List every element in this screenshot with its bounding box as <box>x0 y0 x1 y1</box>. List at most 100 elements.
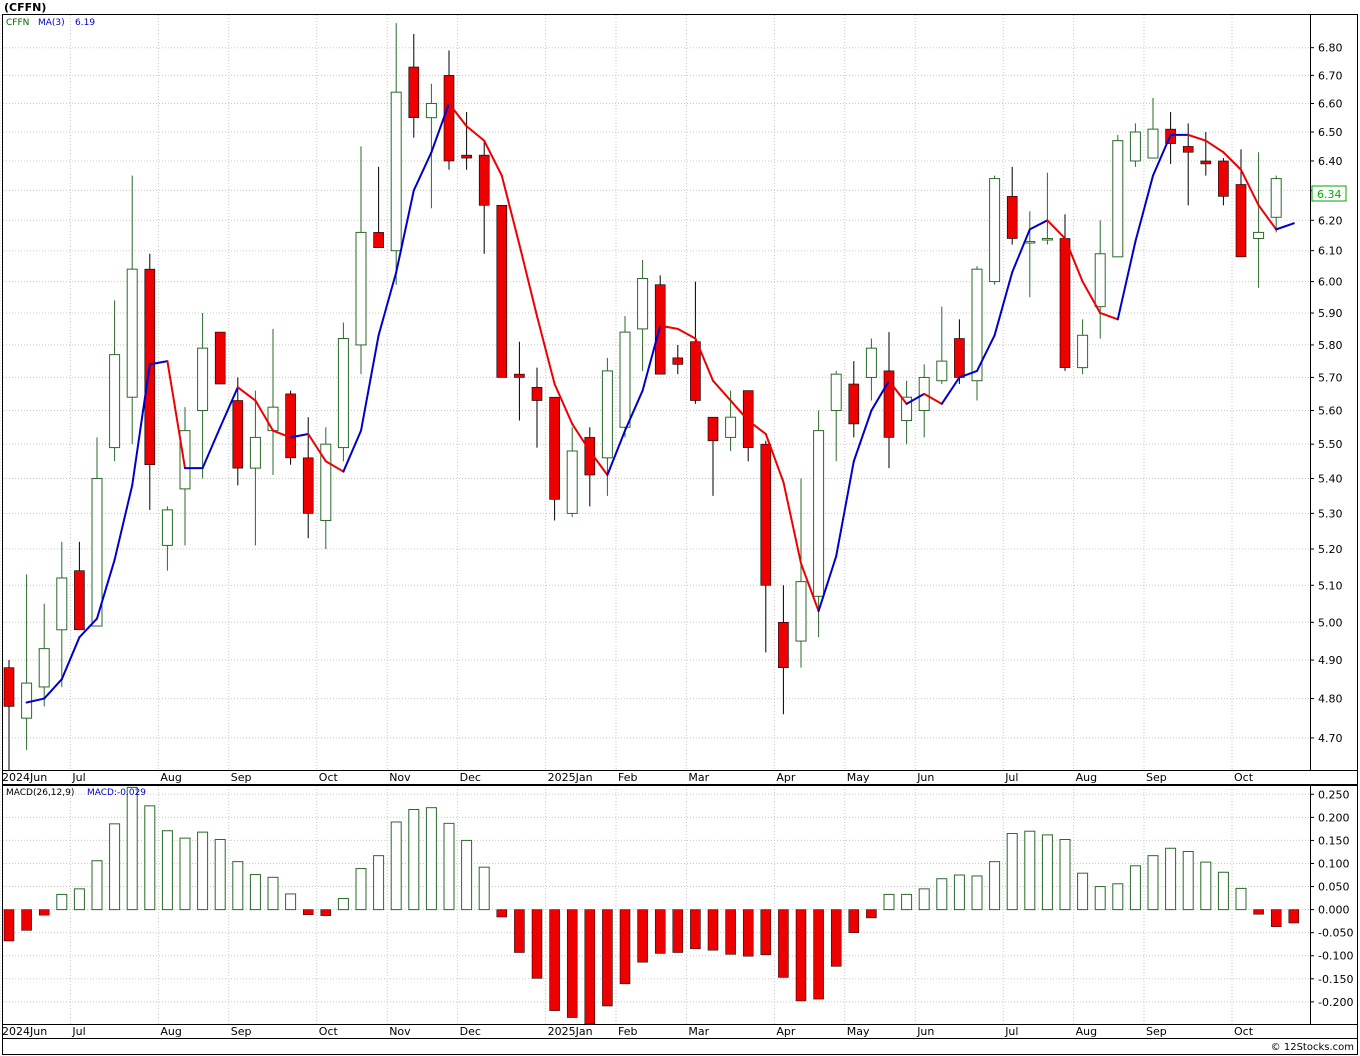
macd-y-tick-label: 0.050 <box>1318 881 1350 894</box>
macd-legend-value: MACD:-0.029 <box>87 788 146 798</box>
macd-bar <box>566 909 578 1018</box>
ma-segment <box>694 337 714 382</box>
macd-bar <box>883 893 895 911</box>
price-y-tick-label: 6.60 <box>1318 97 1343 110</box>
candle <box>249 390 261 546</box>
candle <box>74 541 85 631</box>
ma-segment <box>1028 219 1049 231</box>
ma-segment <box>60 636 81 681</box>
ma-segment <box>289 433 310 439</box>
candle <box>619 316 631 438</box>
candle <box>813 410 825 638</box>
candle-body <box>954 338 965 378</box>
macd-bar <box>91 860 103 911</box>
macd-bar <box>654 909 666 954</box>
price-x-tick-label: 2025Jan <box>548 771 593 784</box>
candle-body <box>126 268 138 398</box>
ma-segment <box>729 399 750 422</box>
ma-segment <box>905 392 926 405</box>
candle <box>38 603 50 707</box>
candle <box>778 585 789 715</box>
candle <box>478 140 490 254</box>
candle <box>760 440 772 653</box>
macd-y-tick-label: -0.150 <box>1318 973 1353 986</box>
price-x-tick-label: Aug <box>160 771 181 784</box>
ma-segment <box>342 429 362 473</box>
ma-segment <box>1222 151 1242 171</box>
macd-bar <box>1024 830 1036 911</box>
ma-segment <box>395 189 415 274</box>
price-y-tick-label: 5.80 <box>1318 339 1343 352</box>
price-legend-ma-value: 6.19 <box>75 18 95 28</box>
candle-body <box>901 396 913 422</box>
candle-body <box>1059 238 1071 368</box>
macd-bar <box>1200 861 1212 911</box>
macd-bar <box>355 868 367 911</box>
macd-y-tick-label: -0.100 <box>1318 950 1353 963</box>
ma-segment <box>958 369 978 379</box>
candle-body <box>1270 178 1282 218</box>
macd-bar <box>549 909 560 1011</box>
macd-bar <box>1235 887 1247 911</box>
price-x-tick-label: Apr <box>776 771 796 784</box>
price-x-tick-label: Sep <box>1146 771 1167 784</box>
candle <box>901 380 913 445</box>
candle-body <box>1182 146 1194 153</box>
candle <box>390 23 402 285</box>
ma-segment <box>201 426 222 470</box>
macd-bar <box>232 861 244 911</box>
candle-body <box>1094 253 1106 308</box>
ma-segment <box>254 399 274 432</box>
price-y-tick-label: 6.70 <box>1318 69 1343 82</box>
candle <box>461 111 472 170</box>
ma-segment <box>307 433 327 463</box>
candle <box>637 259 649 371</box>
macd-bar <box>56 893 68 911</box>
price-x-tick-label: Aug <box>1076 771 1097 784</box>
candle-body <box>1218 160 1229 197</box>
candle <box>883 332 895 469</box>
macd-y-tick-label: 0.100 <box>1318 857 1350 870</box>
candle-body <box>232 400 244 469</box>
macd-bar <box>1288 909 1300 924</box>
candle <box>232 377 244 486</box>
macd-x-tick-label: Aug <box>160 1025 181 1038</box>
candle <box>1006 166 1018 245</box>
ma-segment <box>25 697 46 704</box>
price-x-tick-label: Jul <box>71 771 85 784</box>
candle-body <box>249 436 261 469</box>
macd-x-tick-label: Jul <box>1004 1025 1018 1038</box>
candle <box>795 478 807 668</box>
macd-bar <box>179 837 191 911</box>
candle <box>373 166 384 248</box>
macd-histogram <box>3 786 1300 1025</box>
macd-bar <box>971 875 983 911</box>
macd-bar <box>936 878 948 911</box>
candle-body <box>566 450 578 514</box>
ma-segment <box>1046 219 1066 240</box>
macd-bar <box>337 898 349 911</box>
candle-body <box>443 75 455 162</box>
macd-x-axis: 2024Jun Jul Aug Sep Oct Nov Dec 2025Jan Feb Mar Ap… <box>2 1025 1254 1038</box>
price-y-tick-label: 5.60 <box>1318 405 1343 418</box>
price-x-tick-label: Oct <box>1234 771 1254 784</box>
macd-y-tick-label: 0.200 <box>1318 811 1350 824</box>
candle-body <box>778 621 789 668</box>
ma-segment <box>1204 139 1225 154</box>
candle-body <box>690 341 701 401</box>
candle-body <box>531 386 543 401</box>
candle <box>514 341 525 421</box>
macd-bar <box>1253 909 1264 915</box>
candle <box>126 175 138 445</box>
macd-bar <box>707 909 719 951</box>
ma-segment <box>676 327 697 340</box>
ma-segment <box>659 324 679 330</box>
macd-y-tick-label: -0.050 <box>1318 927 1353 940</box>
candle-body <box>1077 334 1089 369</box>
candle <box>56 541 68 687</box>
candle <box>1182 123 1194 206</box>
candle <box>197 312 209 479</box>
macd-y-tick-label: 0.000 <box>1318 904 1350 917</box>
candle-body <box>355 231 367 346</box>
macd-bar <box>1182 850 1194 911</box>
